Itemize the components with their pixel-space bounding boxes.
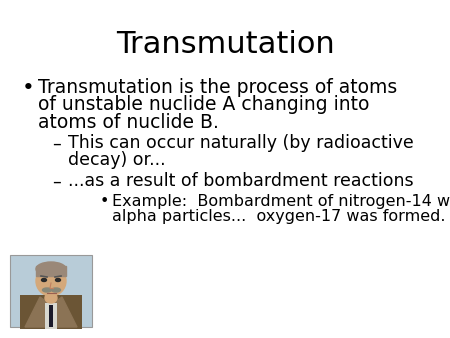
Ellipse shape xyxy=(36,262,66,276)
Text: alpha particles...  oxygen-17 was formed.: alpha particles... oxygen-17 was formed. xyxy=(112,210,446,224)
Text: –: – xyxy=(52,172,61,191)
Bar xyxy=(10,255,92,327)
Text: Transmutation: Transmutation xyxy=(116,30,334,59)
Text: atoms of nuclide B.: atoms of nuclide B. xyxy=(38,113,219,132)
Text: Transmutation is the process of atoms: Transmutation is the process of atoms xyxy=(38,78,397,97)
Text: ...as a result of bombardment reactions: ...as a result of bombardment reactions xyxy=(68,172,414,191)
Text: of unstable nuclide A changing into: of unstable nuclide A changing into xyxy=(38,96,369,115)
Ellipse shape xyxy=(42,288,51,292)
Bar xyxy=(45,303,57,329)
Ellipse shape xyxy=(36,266,66,296)
Ellipse shape xyxy=(51,288,60,292)
Text: Example:  Bombardment of nitrogen-14 with: Example: Bombardment of nitrogen-14 with xyxy=(112,194,450,209)
Ellipse shape xyxy=(45,293,57,303)
Text: •: • xyxy=(100,194,109,209)
Text: –: – xyxy=(52,135,61,152)
Ellipse shape xyxy=(55,279,60,282)
Ellipse shape xyxy=(41,279,46,282)
Polygon shape xyxy=(25,297,51,327)
Polygon shape xyxy=(51,297,77,327)
Bar xyxy=(49,305,53,327)
Bar xyxy=(20,295,82,329)
Bar xyxy=(36,266,66,276)
Text: decay) or...: decay) or... xyxy=(68,151,166,169)
Text: This can occur naturally (by radioactive: This can occur naturally (by radioactive xyxy=(68,135,414,152)
Text: •: • xyxy=(22,78,35,98)
